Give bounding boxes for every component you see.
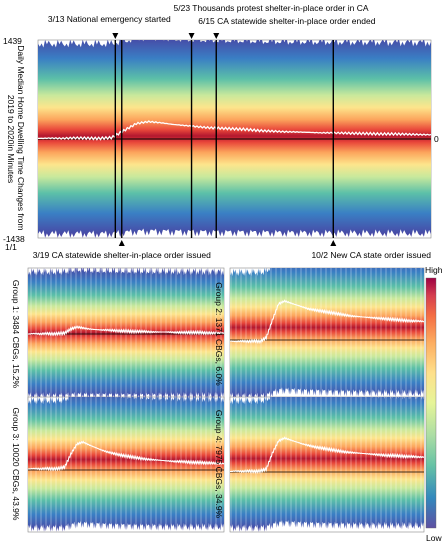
event-arrow-5	[330, 240, 337, 246]
group-3-panel: Group 3: 10020 CBGs, 43.9%	[11, 396, 225, 533]
group-1-label: Group 1: 3484 CBGs, 15.2%	[11, 280, 21, 389]
group-1-median-line	[28, 325, 224, 337]
event-label-5: 10/2 New CA state order issued	[311, 250, 431, 260]
event-arrow-4	[213, 33, 220, 39]
group-2-panel: Group 2: 1371 CBGs, 6.0%	[214, 267, 425, 401]
event-labels: 3/13 National emergency started 3/19 CA s…	[33, 3, 432, 260]
y-top-label: 1439	[3, 36, 22, 46]
group-2-label: Group 2: 1371 CBGs, 6.0%	[214, 282, 224, 386]
main-heatmap-band	[38, 40, 431, 238]
event-lines	[114, 40, 334, 238]
group-1-panel: Group 1: 3484 CBGs, 15.2%	[11, 267, 225, 401]
colorbar: High Low	[425, 265, 443, 543]
group-3-median-line	[28, 440, 224, 472]
colorbar-high-label: High	[425, 265, 443, 275]
event-label-2: 3/19 CA statewide shelter-in-place order…	[33, 250, 211, 260]
event-arrow-2	[118, 240, 125, 246]
event-label-4: 6/15 CA statewide shelter-in-place order…	[198, 16, 375, 26]
zero-label: 0	[434, 134, 439, 144]
x-start-label: 1/1	[5, 242, 17, 252]
group-4-panel: Group 4: 7975 CBGs, 34.9%	[214, 396, 425, 533]
event-label-3: 5/23 Thousands protest shelter-in-place …	[174, 3, 369, 13]
y-bottom-label: -1438	[3, 234, 25, 244]
event-arrow-1	[112, 33, 119, 39]
group-4-median-line	[230, 436, 424, 474]
group-2-stripes	[230, 268, 424, 400]
y-axis-label-line-2: 2019 to 2020in Minutes	[6, 95, 16, 183]
group-4-label: Group 4: 7975 CBGs, 34.9%	[214, 410, 224, 519]
y-axis-label-line-1: Daily Median Home Dwelling Time Changes …	[16, 45, 26, 230]
colorbar-low-label: Low	[426, 533, 442, 543]
group-3-stripes	[28, 397, 224, 532]
main-panel: 1439 -1438 1/1 0 Daily Median Home Dwell…	[3, 3, 439, 260]
group-2-median-line	[230, 299, 424, 345]
y-axis-label: Daily Median Home Dwelling Time Changes …	[6, 45, 26, 233]
event-label-1: 3/13 National emergency started	[48, 14, 171, 24]
event-arrow-3	[188, 33, 195, 39]
group-4-stripes	[230, 397, 424, 532]
main-median-line	[38, 120, 431, 141]
group-3-label: Group 3: 10020 CBGs, 43.9%	[11, 408, 21, 521]
colorbar-gradient	[425, 277, 437, 529]
